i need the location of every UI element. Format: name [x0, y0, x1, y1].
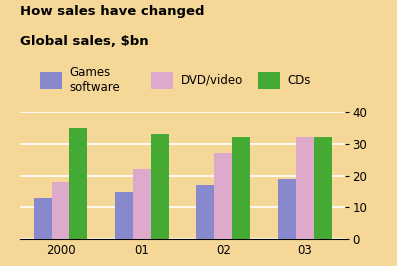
Bar	[133, 169, 151, 239]
Bar	[115, 192, 133, 239]
Bar	[34, 198, 52, 239]
Bar	[69, 128, 87, 239]
Text: CDs: CDs	[288, 74, 311, 87]
Text: Games
software: Games software	[69, 66, 120, 94]
Bar	[296, 137, 314, 239]
Text: How sales have changed: How sales have changed	[20, 5, 204, 18]
Bar	[232, 137, 250, 239]
Bar	[314, 137, 331, 239]
Text: Global sales, $bn: Global sales, $bn	[20, 35, 148, 48]
Bar	[214, 153, 232, 239]
Bar	[278, 179, 296, 239]
Text: DVD/video: DVD/video	[181, 74, 243, 87]
Bar	[151, 134, 169, 239]
Bar	[52, 182, 69, 239]
Bar	[197, 185, 214, 239]
